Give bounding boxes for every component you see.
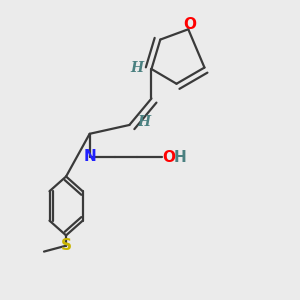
Text: O: O (163, 150, 176, 165)
Text: S: S (61, 238, 72, 253)
Text: H: H (174, 150, 186, 165)
Text: O: O (183, 17, 196, 32)
Text: H: H (137, 115, 150, 129)
Text: N: N (83, 149, 96, 164)
Text: H: H (131, 61, 144, 75)
